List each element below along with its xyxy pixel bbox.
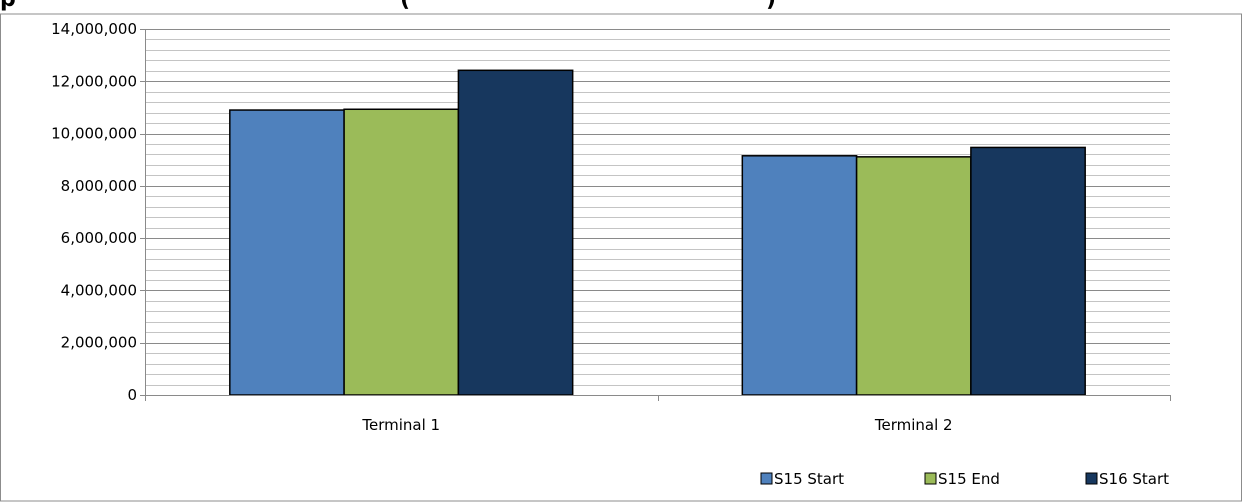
title-fragment-paren-open: ( [400,0,410,12]
y-tick-label: 8,000,000 [61,177,137,195]
y-tick-label: 0 [127,386,137,404]
bar-s15-end-terminal-2 [855,156,972,396]
title-fragment-paren-close: ) [766,0,776,12]
legend-swatch [924,472,937,485]
title-fragment-left: p [0,0,16,12]
legend: S15 Start S15 End S16 Start [760,470,1169,488]
legend-label: S15 Start [774,470,844,488]
legend-swatch [1085,472,1098,485]
y-tick-label: 10,000,000 [51,125,137,143]
legend-swatch [760,472,773,485]
x-category-label: Terminal 2 [874,416,953,434]
bar-series [229,69,1086,396]
legend-label: S16 Start [1099,470,1169,488]
bar-s15-start-terminal-2 [741,155,858,396]
bar-s15-end-terminal-1 [343,108,460,396]
x-category-label: Terminal 1 [361,416,440,434]
bar-s16-start-terminal-2 [970,146,1086,396]
legend-label: S15 End [938,470,1000,488]
y-tick-label: 4,000,000 [61,281,137,299]
y-tick-label: 6,000,000 [61,229,137,247]
y-tick-label: 12,000,000 [51,72,137,90]
bar-s16-start-terminal-1 [457,69,574,396]
y-tick-label: 14,000,000 [51,20,137,38]
x-axis-labels: Terminal 1 Terminal 2 [361,416,952,434]
chart-border [0,13,1242,502]
y-axis-ticks: 0 2,000,000 4,000,000 6,000,000 8,000,000 10,… [51,20,145,404]
axes [145,29,1171,401]
bar-s15-start-terminal-1 [229,109,345,396]
y-tick-label: 2,000,000 [61,334,137,352]
